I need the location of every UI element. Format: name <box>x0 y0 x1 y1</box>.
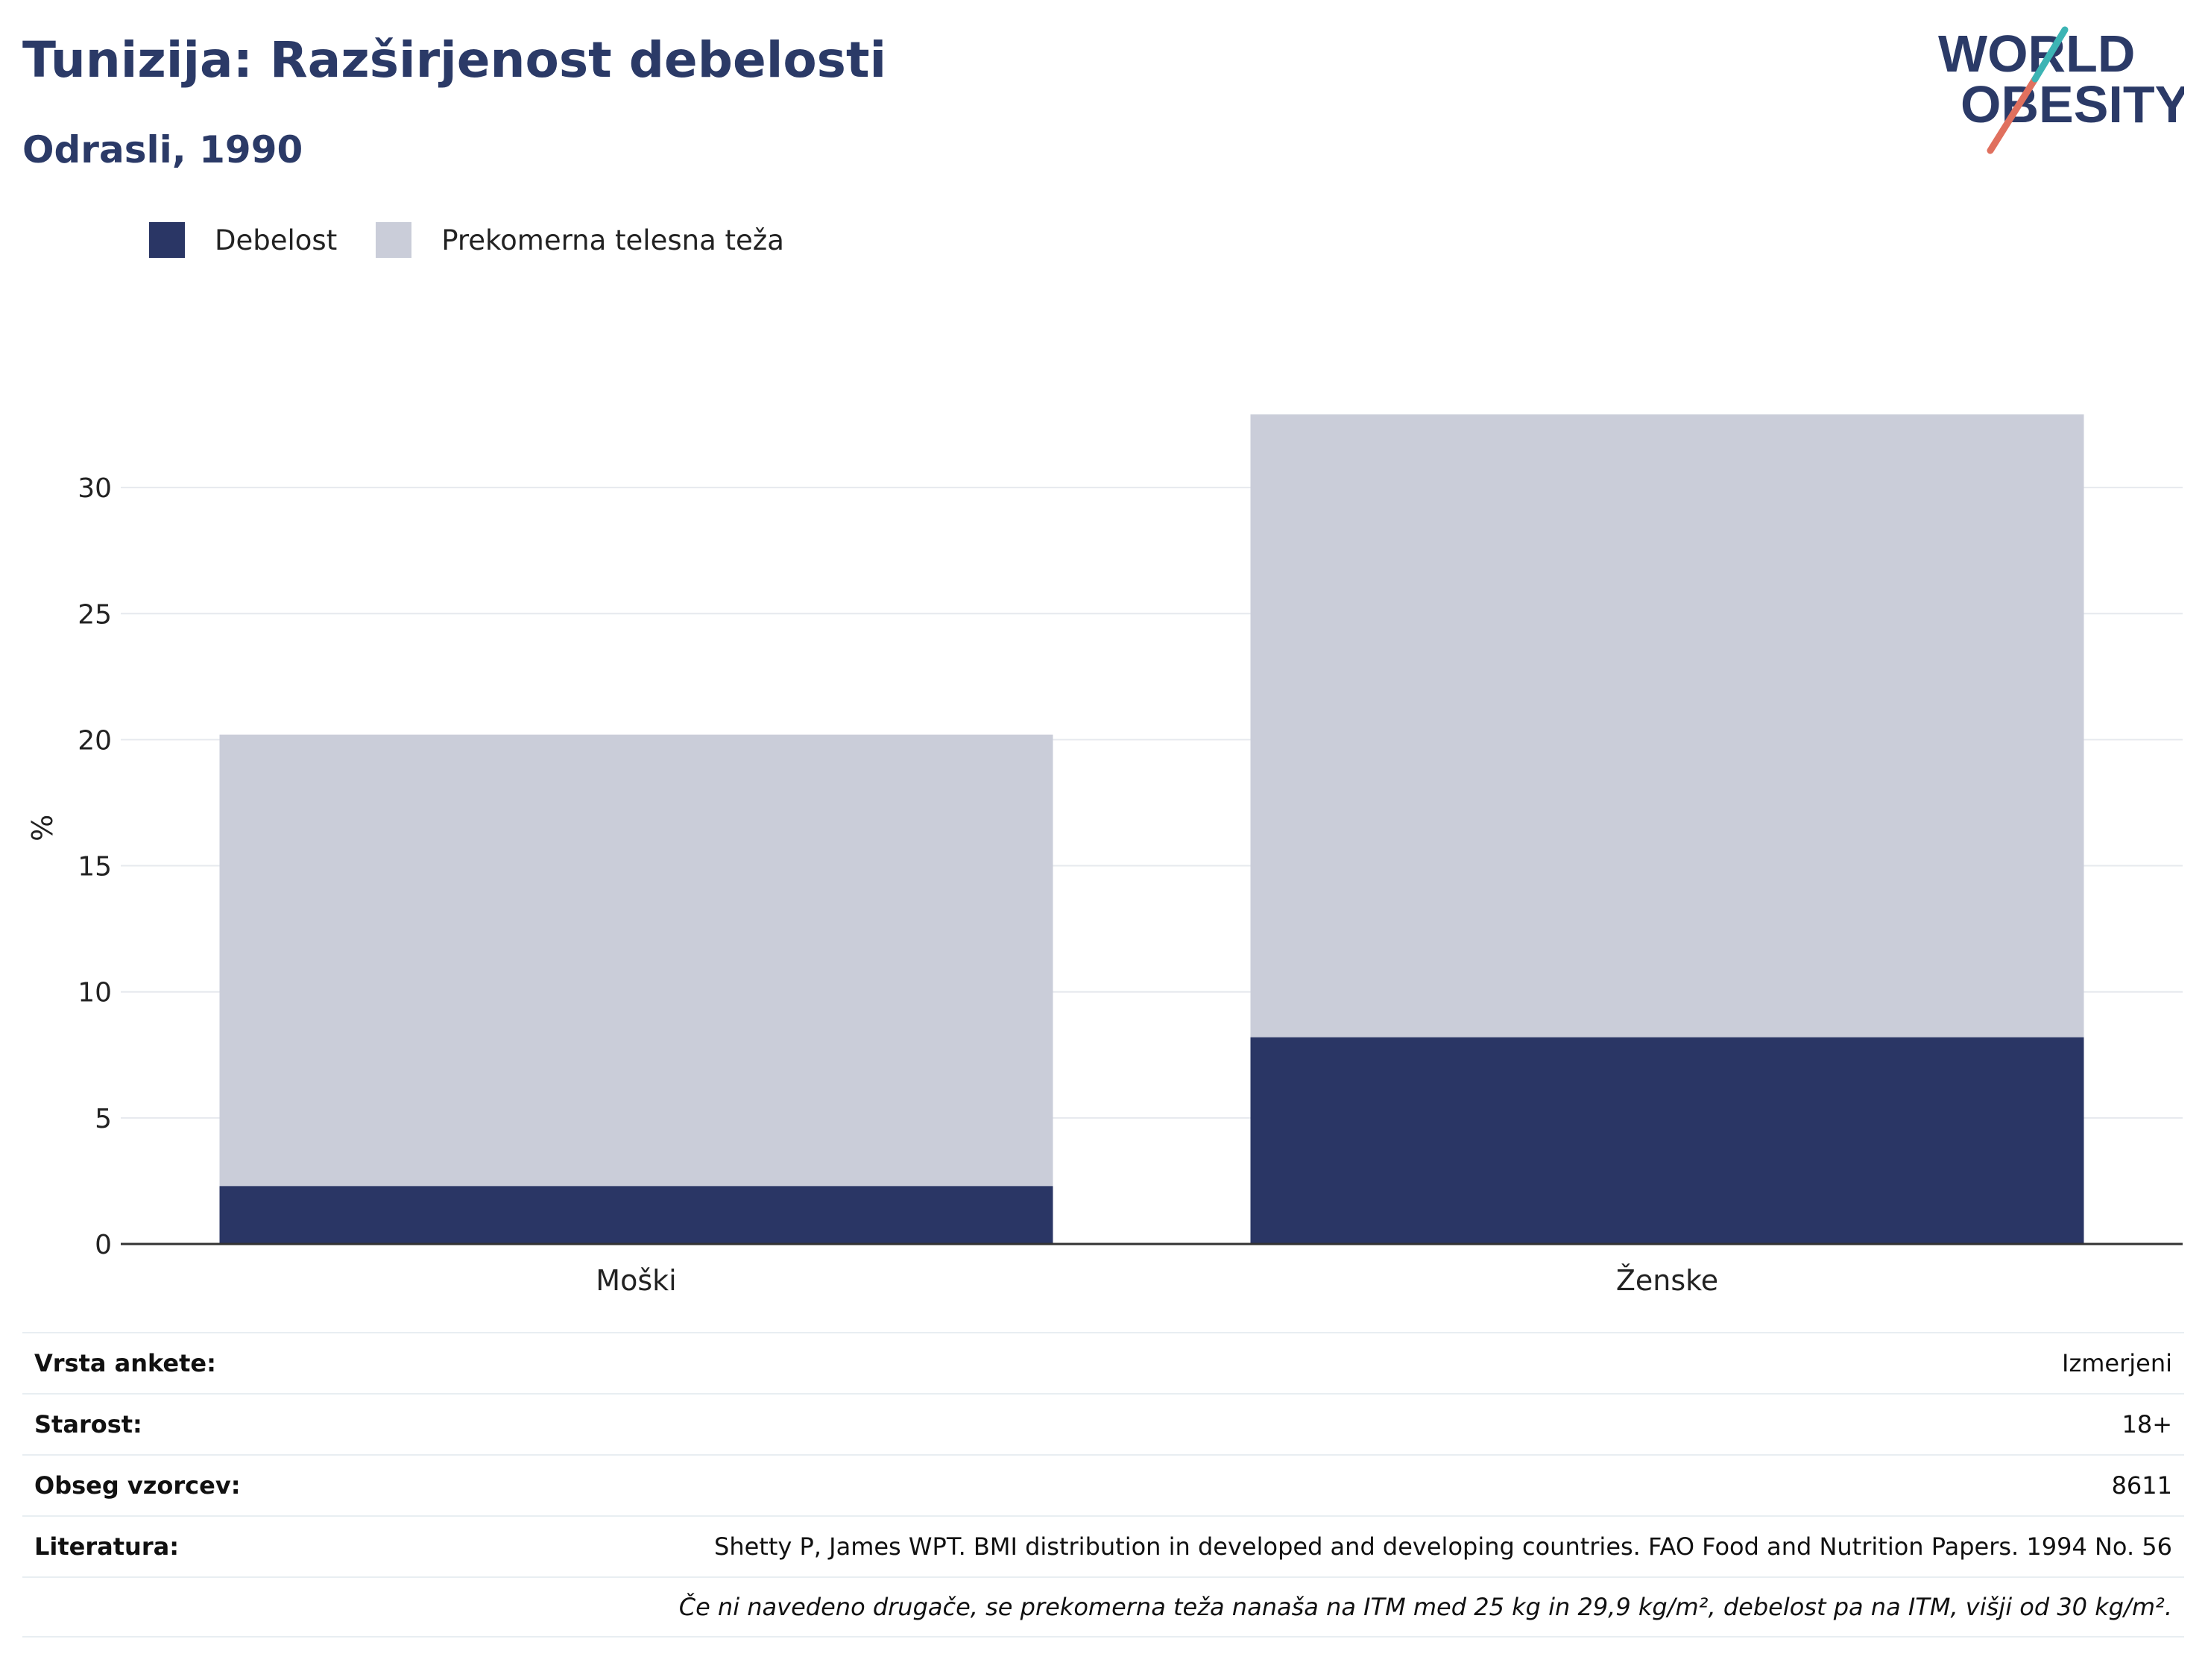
legend: Debelost Prekomerna telesna teža <box>149 222 823 258</box>
info-value: 8611 <box>2111 1471 2172 1500</box>
bar-overweight <box>219 734 1053 1187</box>
y-tick-label: 25 <box>78 599 112 630</box>
definition-note: Če ni navedeno drugače, se prekomerna te… <box>678 1593 2172 1621</box>
legend-swatch-overweight <box>376 222 412 258</box>
info-row-sample-size: Obseg vzorcev: 8611 <box>22 1454 2184 1515</box>
info-row-survey-type: Vrsta ankete: Izmerjeni <box>22 1332 2184 1393</box>
info-row-age: Starost: 18+ <box>22 1393 2184 1454</box>
chart-title: Tunizija: Razširjenost debelosti <box>22 31 887 89</box>
y-tick-label: 20 <box>78 725 112 756</box>
info-key: Literatura: <box>34 1532 179 1561</box>
world-obesity-logo: WORLD OBESITY <box>1938 25 2184 154</box>
info-key: Starost: <box>34 1410 142 1439</box>
bar-chart: 0 5 10 15 20 25 30% Moški Ženske <box>26 414 2183 1297</box>
info-value: Shetty P, James WPT. BMI distribution in… <box>714 1532 2172 1561</box>
legend-label-overweight: Prekomerna telesna teža <box>441 224 784 256</box>
bar-obesity <box>1250 1037 2084 1244</box>
svg-text:OBESITY: OBESITY <box>1960 75 2184 133</box>
y-tick-label: 5 <box>95 1104 112 1134</box>
x-tick-label: Ženske <box>1616 1264 1718 1297</box>
y-tick-label: 30 <box>78 473 112 504</box>
info-key: Vrsta ankete: <box>34 1349 216 1377</box>
info-value: 18+ <box>2122 1410 2172 1439</box>
y-tick-label: 15 <box>78 852 112 882</box>
bar-obesity <box>219 1186 1053 1244</box>
legend-label-obesity: Debelost <box>215 224 338 256</box>
info-key: Obseg vzorcev: <box>34 1471 241 1500</box>
legend-swatch-obesity <box>149 222 185 258</box>
legend-item-overweight: Prekomerna telesna teža <box>376 222 784 258</box>
info-value: Izmerjeni <box>2062 1349 2172 1377</box>
y-tick-label: 0 <box>95 1230 112 1260</box>
info-note: Če ni navedeno drugače, se prekomerna te… <box>22 1576 2184 1638</box>
info-row-literature: Literatura: Shetty P, James WPT. BMI dis… <box>22 1515 2184 1576</box>
bar-overweight <box>1250 414 2084 1038</box>
info-table: Vrsta ankete: Izmerjeni Starost: 18+ Obs… <box>22 1332 2184 1638</box>
y-axis-label: % <box>26 815 59 841</box>
x-tick-label: Moški <box>596 1264 676 1297</box>
y-tick-label: 10 <box>78 978 112 1008</box>
chart-subtitle: Odrasli, 1990 <box>22 128 303 171</box>
legend-item-obesity: Debelost <box>149 222 337 258</box>
